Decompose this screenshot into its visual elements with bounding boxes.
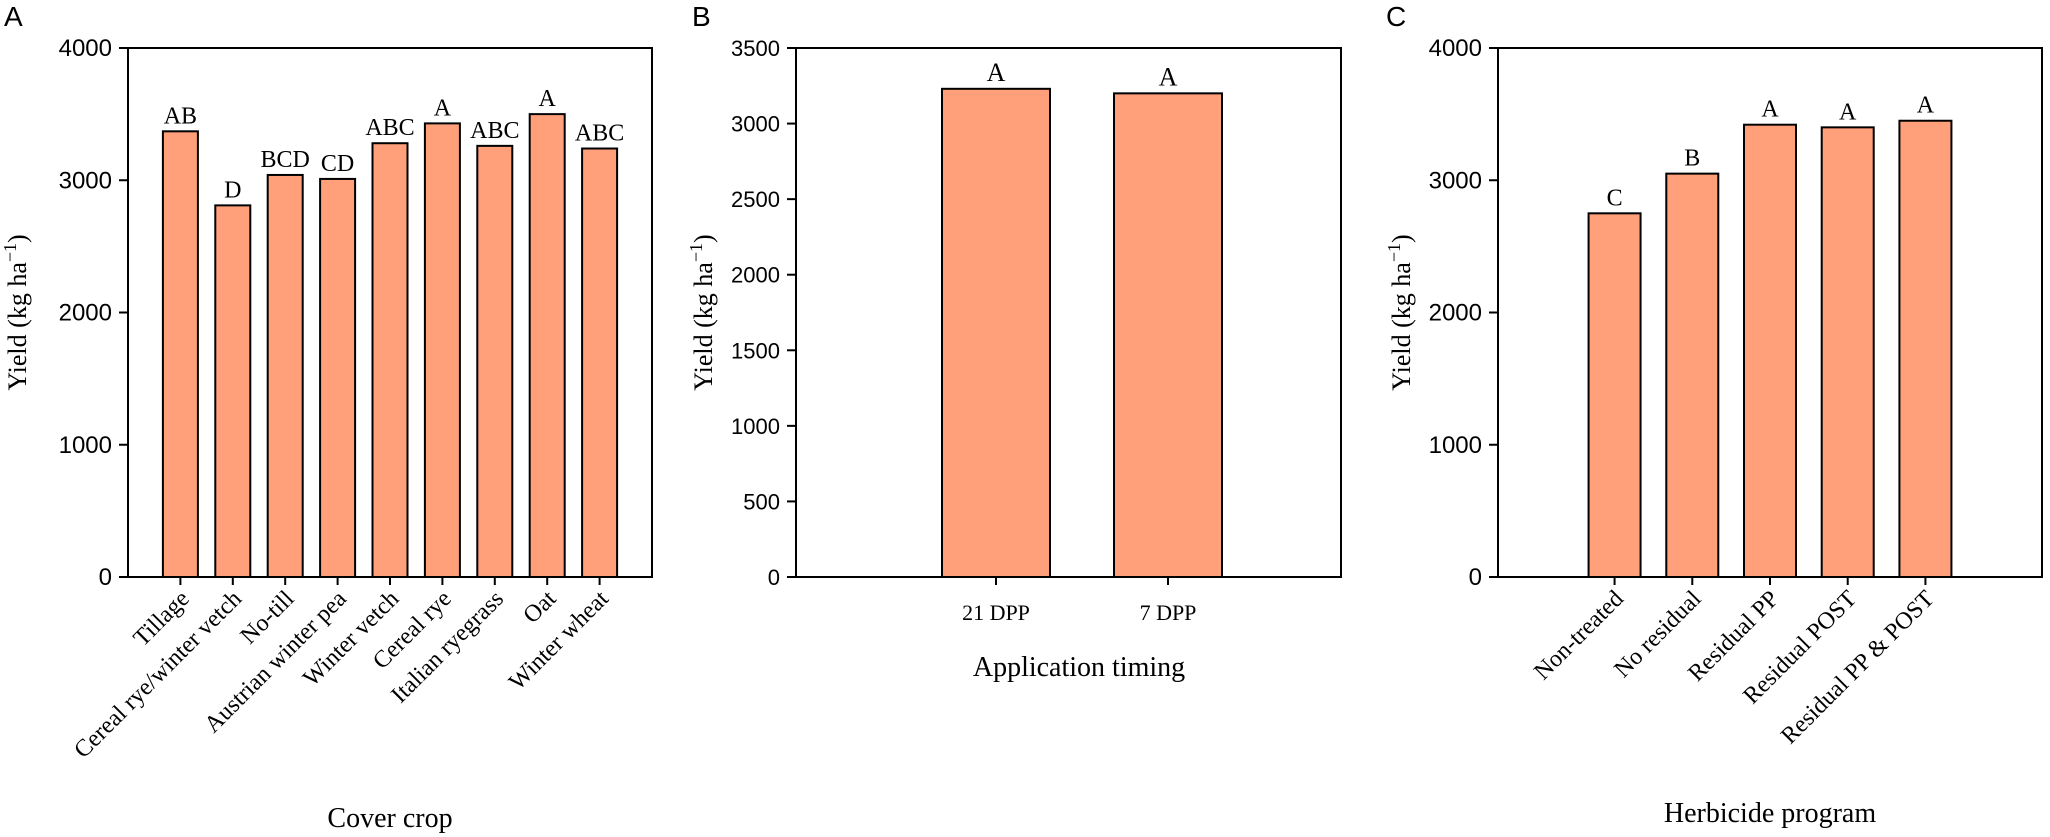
y-tick-label: 3000	[59, 167, 112, 194]
y-axis-title: Yield (kg ha−1)	[686, 234, 718, 390]
y-tick-label: 1000	[59, 432, 112, 459]
panel-b: B A A 0 500 1000 1500 2000 2500 3000 3500 21 DPP 7 D…	[686, 1, 1342, 683]
y-axis-title: Yield (kg ha−1)	[1384, 234, 1416, 390]
y-tick-label: 4000	[59, 35, 112, 62]
bar-cereal-rye	[423, 122, 461, 578]
panel-letter: A	[4, 1, 23, 32]
significance-letter: ABC	[470, 118, 519, 144]
significance-letter: A	[539, 86, 557, 112]
y-tick-label: 0	[1469, 564, 1482, 591]
category-label: 7 DPP	[1140, 600, 1197, 625]
significance-letter: B	[1684, 146, 1700, 172]
category-label: Oat	[519, 586, 562, 629]
significance-letter: A	[1839, 99, 1857, 125]
y-tick-label: 4000	[1429, 35, 1482, 62]
y-tick-label: 500	[743, 489, 780, 514]
x-axis-title: Cover crop	[327, 803, 452, 834]
significance-letter: A	[1761, 97, 1779, 123]
bar-residual-pp-post	[1898, 119, 1953, 579]
bar-residual-pp	[1743, 123, 1797, 579]
x-axis-title: Application timing	[973, 652, 1185, 683]
significance-letter: AB	[164, 103, 197, 129]
bar-winter-wheat	[581, 147, 619, 578]
y-tick-label: 2000	[1429, 300, 1482, 327]
bar-oat	[528, 113, 566, 578]
y-tick-label: 0	[99, 564, 112, 591]
bar-7-dpp	[1113, 92, 1223, 578]
significance-letter: D	[224, 177, 241, 203]
significance-letter: A	[1159, 62, 1178, 91]
y-tick-label: 2000	[731, 263, 780, 288]
bar-austrian-winter-pea	[319, 177, 357, 579]
plot-frame	[795, 47, 1342, 578]
bar-non-treated	[1587, 212, 1642, 578]
panel-letter: B	[692, 1, 711, 32]
significance-letter: BCD	[261, 147, 310, 173]
y-tick-label: 2000	[59, 300, 112, 327]
y-tick-label: 1000	[731, 414, 780, 439]
significance-letter: A	[434, 95, 452, 121]
bar-residual-post	[1820, 126, 1875, 578]
significance-letter: A	[1917, 93, 1935, 119]
y-tick-label: 2500	[731, 187, 780, 212]
bar-tillage	[161, 130, 199, 578]
x-axis-title: Herbicide program	[1664, 798, 1876, 829]
bar-no-residual	[1665, 172, 1720, 578]
bar-italian-ryegrass	[476, 144, 514, 579]
panel-letter: C	[1386, 1, 1406, 32]
significance-letter: A	[987, 58, 1006, 87]
bar-no-till	[266, 173, 304, 579]
category-label: 21 DPP	[962, 600, 1030, 625]
y-tick-label: 1500	[731, 338, 780, 363]
y-tick-label: 3000	[731, 112, 780, 137]
significance-letter: CD	[321, 151, 354, 177]
y-tick-label: 0	[768, 565, 780, 590]
significance-letter: ABC	[365, 115, 414, 141]
significance-letter: C	[1607, 185, 1623, 211]
y-tick-label: 3000	[1429, 167, 1482, 194]
y-tick-label: 1000	[1429, 432, 1482, 459]
bar-21-dpp	[941, 87, 1051, 579]
y-axis-title: Yield (kg ha−1)	[0, 234, 32, 390]
bar-winter-vetch	[371, 142, 409, 578]
bar-cereal-rye-winter-vetch	[214, 204, 252, 578]
category-label: Residual PP & POST	[1776, 586, 1940, 750]
significance-letter: ABC	[575, 121, 624, 147]
y-tick-label: 3500	[731, 36, 780, 61]
